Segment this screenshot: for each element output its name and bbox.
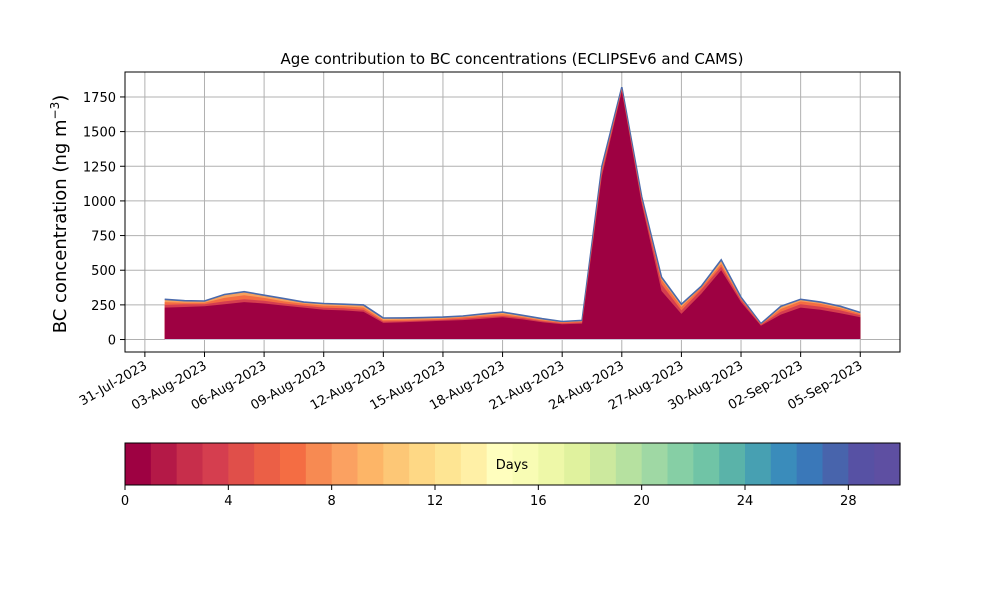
y-axis-label-unit-exponent: −3 [48, 102, 62, 120]
colorbar-segment [331, 443, 359, 485]
colorbar-tick-label: 8 [328, 494, 336, 509]
plot-area: 31-Jul-202303-Aug-202306-Aug-202309-Aug-… [77, 71, 901, 414]
axes-frame [124, 71, 901, 353]
colorbar-segment [770, 443, 798, 485]
colorbar-segment [125, 443, 152, 485]
colorbar-segment [590, 443, 617, 485]
colorbar-segment [176, 443, 204, 485]
colorbar-segment [796, 443, 824, 485]
colorbar-segment [719, 443, 746, 485]
y-axis-label-close: ) [50, 95, 71, 102]
colorbar-segment [874, 443, 901, 485]
colorbar-segment [460, 443, 488, 485]
colorbar: 0 4 8 12 16 20 24 28 [121, 442, 901, 509]
colorbar-tick-label: 4 [224, 494, 232, 509]
colorbar-segment [512, 443, 539, 485]
colorbar-segment [357, 443, 384, 485]
colorbar-tick-label: 12 [427, 494, 444, 509]
series-area [164, 90, 861, 340]
colorbar-segment [822, 443, 849, 485]
colorbar-segment [538, 443, 565, 485]
series-areas [164, 87, 861, 341]
colorbar-segment [150, 443, 178, 485]
y-tick-label: 1750 [83, 91, 116, 106]
y-axis-label: BC concentration (ng m−3) [48, 95, 71, 334]
colorbar-label: Days [496, 458, 529, 473]
chart-title: Age contribution to BC concentrations (E… [281, 50, 744, 68]
y-tick-label: 1250 [83, 160, 116, 175]
colorbar-tick-label: 20 [633, 494, 650, 509]
y-tick-label: 500 [91, 264, 116, 279]
colorbar-segment [615, 443, 643, 485]
colorbar-tick-label: 16 [530, 494, 547, 509]
colorbar-segment [667, 443, 694, 485]
y-tick-label: 0 [108, 334, 116, 349]
colorbar-segment [409, 443, 436, 485]
y-tick-label: 250 [91, 299, 116, 314]
colorbar-frame [124, 442, 901, 486]
y-tick-label: 1000 [83, 195, 116, 210]
colorbar-segment [228, 443, 255, 485]
colorbar-segment [435, 443, 462, 485]
colorbar-segment [693, 443, 720, 485]
colorbar-tick-label: 28 [840, 494, 857, 509]
colorbar-tick-label: 0 [121, 494, 129, 509]
colorbar-tick-label: 24 [737, 494, 754, 509]
y-tick-label: 750 [91, 230, 116, 245]
colorbar-segment [254, 443, 281, 485]
colorbar-segment [641, 443, 669, 485]
colorbar-segment [305, 443, 333, 485]
colorbar-segment [848, 443, 875, 485]
colorbar-segment [486, 443, 514, 485]
colorbar-segment [383, 443, 410, 485]
colorbar-segment [202, 443, 229, 485]
colorbar-segment [745, 443, 772, 485]
colorbar-segment [280, 443, 307, 485]
y-axis-label-main: BC concentration (ng m [50, 119, 71, 333]
y-tick-label: 1500 [83, 126, 116, 141]
series-area [164, 91, 861, 340]
colorbar-segment [564, 443, 591, 485]
series-line [164, 87, 861, 325]
